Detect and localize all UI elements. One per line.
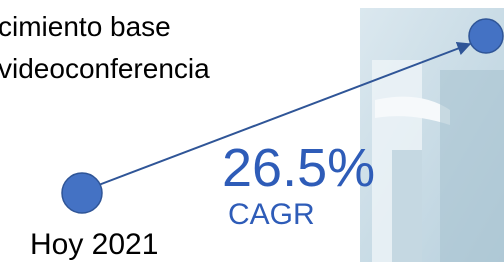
page: cimiento base videoconferencia 26.5% CAG… — [0, 0, 504, 262]
heading-line: videoconferencia — [0, 53, 210, 84]
slide: cimiento base videoconferencia 26.5% CAG… — [0, 0, 504, 262]
start-dot — [62, 173, 102, 213]
heading-line: cimiento base — [0, 11, 171, 42]
end-dot — [469, 19, 503, 53]
growth-rate: 26.5% — [222, 138, 375, 198]
start-label: Hoy 2021 — [30, 228, 158, 261]
growth-label: CAGR — [228, 198, 315, 231]
